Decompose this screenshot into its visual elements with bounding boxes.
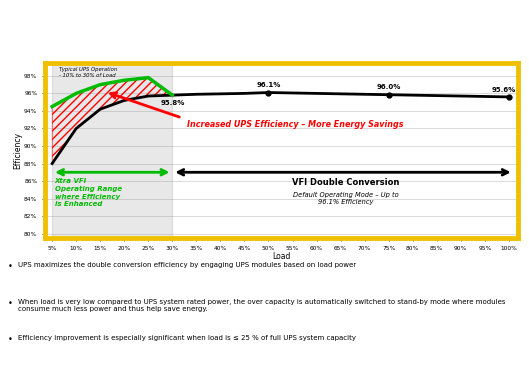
Text: Typical UPS Operation
- 10% to 30% of Load: Typical UPS Operation - 10% to 30% of Lo…: [59, 67, 117, 78]
Text: Xtra VFI provides a Secure way to Significantly  Increase Efficiency in Datacent: Xtra VFI provides a Secure way to Signif…: [52, 11, 477, 21]
Text: 96.1%: 96.1%: [256, 82, 281, 88]
Text: do not run on Full Load: do not run on Full Load: [208, 40, 321, 49]
Text: When load is very low compared to UPS system rated power, the over capacity is a: When load is very low compared to UPS sy…: [19, 299, 506, 312]
Text: UPS maximizes the double conversion efficiency by engaging UPS modules based on : UPS maximizes the double conversion effi…: [19, 262, 357, 268]
Text: •: •: [8, 299, 13, 308]
Text: Xtra VFI
Operating Range
where Efficiency
is Enhanced: Xtra VFI Operating Range where Efficienc…: [54, 178, 122, 207]
Text: Increased UPS Efficiency – More Energy Savings: Increased UPS Efficiency – More Energy S…: [187, 120, 403, 129]
Text: 96.0%: 96.0%: [377, 84, 401, 90]
Text: •: •: [8, 262, 13, 271]
Text: Efficiency improvement is especially significant when load is ≤ 25 % of full UPS: Efficiency improvement is especially sig…: [19, 335, 357, 341]
X-axis label: Load: Load: [272, 252, 291, 261]
Text: Default Operating Mode – Up to
96.1% Efficiency: Default Operating Mode – Up to 96.1% Eff…: [293, 192, 398, 205]
Text: 95.6%: 95.6%: [492, 86, 516, 93]
Text: 95.8%: 95.8%: [160, 100, 185, 106]
Y-axis label: Efficiency: Efficiency: [14, 132, 23, 169]
Bar: [52, 63, 172, 238]
Text: VFI Double Conversion: VFI Double Conversion: [291, 178, 399, 187]
Text: •: •: [8, 335, 13, 344]
